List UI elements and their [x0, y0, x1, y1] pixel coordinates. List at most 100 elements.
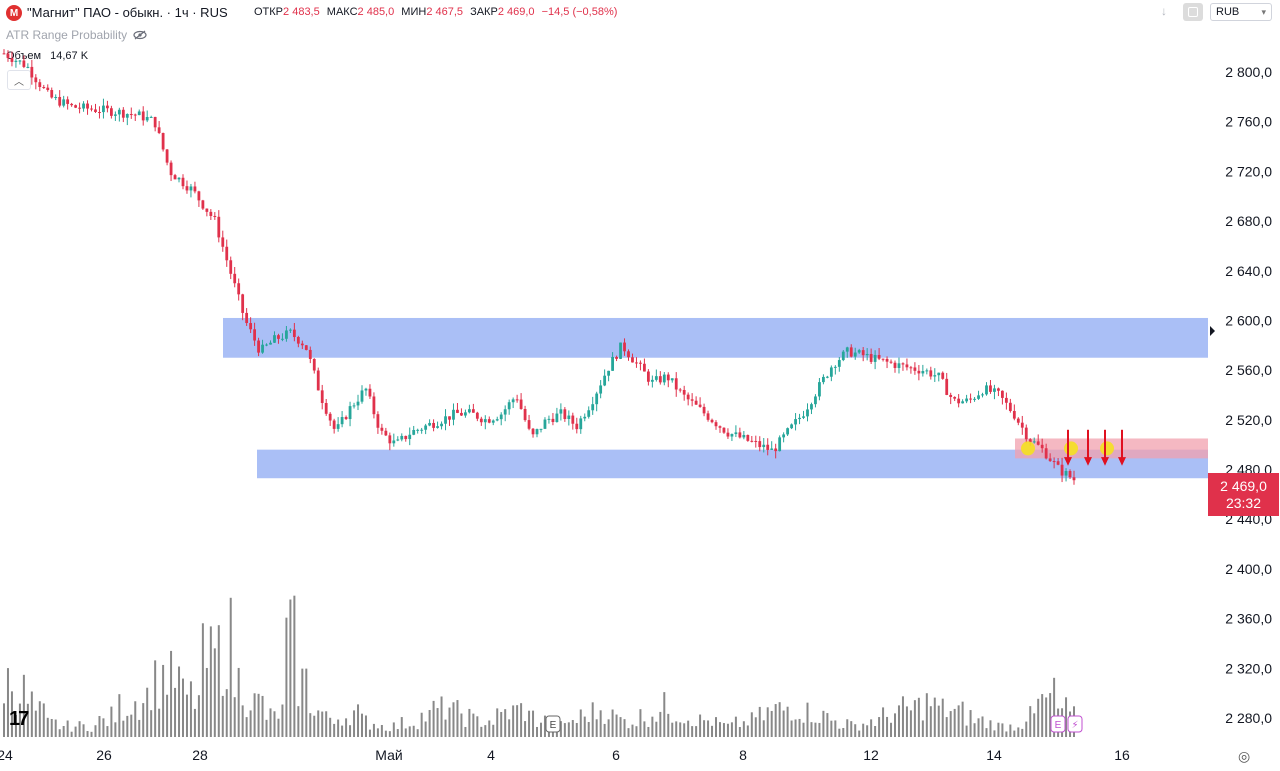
volume-bar	[532, 710, 535, 737]
volume-bar	[273, 711, 276, 737]
volume-bar	[1025, 721, 1028, 737]
open-label: ОТКР	[254, 6, 284, 18]
volume-bar	[834, 720, 837, 737]
candle-body	[818, 382, 821, 397]
chevron-up-icon[interactable]: ︿	[7, 70, 31, 90]
candle-body	[957, 398, 961, 404]
volume-bar	[94, 725, 97, 737]
candle-body	[714, 422, 718, 427]
event-label: E	[1055, 720, 1062, 731]
candle-body	[949, 394, 953, 397]
volume-bar	[858, 730, 861, 737]
arrow-down-icon	[1101, 457, 1109, 466]
volume-bar	[894, 713, 897, 737]
candle-body	[54, 96, 58, 98]
candle-body	[440, 423, 443, 427]
volume-bar	[110, 706, 113, 737]
currency-select[interactable]: RUB ▾	[1210, 3, 1272, 21]
volume-bar	[754, 717, 757, 737]
y-tick-label: 2 800,0	[1225, 64, 1272, 80]
candle-body	[658, 376, 662, 383]
arrow-down-icon[interactable]: ↓	[1161, 4, 1167, 18]
logo-icon: M	[6, 5, 22, 21]
candle-body	[285, 330, 288, 339]
symbol-title[interactable]: "Магнит" ПАО - обыкн. · 1ч · RUS	[27, 5, 228, 20]
volume-bar	[213, 648, 216, 737]
arrow-down-icon	[1064, 457, 1072, 466]
candle-body	[475, 412, 479, 419]
candle-body	[348, 406, 352, 420]
volume-layer	[3, 595, 1075, 737]
volume-bar	[738, 727, 741, 737]
candle-body	[153, 116, 157, 128]
candle-body	[265, 344, 268, 346]
volume-bar	[718, 722, 721, 737]
tradingview-logo-icon[interactable]: 17	[9, 708, 29, 730]
volume-bar	[357, 704, 360, 737]
volume-bar	[1005, 731, 1008, 737]
bar-countdown: 23:32	[1225, 494, 1262, 511]
candle-body	[1001, 390, 1004, 398]
arrow-down-icon	[1084, 457, 1092, 466]
volume-bar	[448, 707, 451, 737]
lightning-icon	[1067, 715, 1083, 733]
candle-body	[825, 376, 829, 378]
volume-bar	[639, 709, 642, 737]
volume-bar	[953, 708, 956, 737]
candle-body	[1068, 471, 1072, 478]
candle-body	[977, 395, 980, 399]
candle-body	[1028, 439, 1032, 443]
candle-body	[491, 420, 495, 423]
y-tick-label: 2 360,0	[1225, 611, 1272, 627]
candle-body	[456, 409, 459, 413]
candle-body	[416, 429, 420, 431]
candle-body	[360, 390, 364, 402]
eye-off-icon[interactable]	[133, 30, 147, 40]
candle-body	[281, 338, 284, 340]
candle-body	[328, 413, 332, 421]
indicator-legend[interactable]: ATR Range Probability	[6, 28, 147, 42]
volume-bar	[492, 724, 495, 737]
volume-bar	[663, 692, 666, 737]
candle-body	[754, 440, 758, 442]
volume-bar	[563, 723, 566, 737]
volume-bar	[623, 719, 626, 737]
settings-icon[interactable]: ◎	[1238, 748, 1251, 764]
candle-body	[133, 114, 137, 116]
candle-body	[125, 114, 129, 118]
candle-body	[90, 108, 93, 110]
candle-body	[575, 423, 579, 430]
candle-body	[336, 424, 340, 429]
volume-bar	[667, 713, 670, 737]
candle-body	[941, 372, 945, 379]
volume-bar	[1053, 677, 1056, 737]
y-tick-label: 2 600,0	[1225, 312, 1272, 328]
candle-body	[109, 108, 113, 116]
zone-blue	[223, 317, 1208, 358]
volume-bar	[826, 713, 829, 737]
candle-body	[845, 347, 849, 352]
volume-bar	[675, 721, 678, 737]
volume-bar	[1065, 697, 1068, 737]
candle-body	[225, 246, 229, 261]
candle-body	[921, 371, 925, 374]
candle-body	[674, 378, 678, 390]
candle-body	[889, 361, 893, 363]
volume-bar	[810, 722, 813, 737]
volume-bar	[345, 718, 348, 737]
candle-body	[798, 417, 801, 420]
candle-body	[269, 342, 272, 345]
fullscreen-button[interactable]	[1183, 3, 1203, 21]
volume-bar	[647, 726, 650, 737]
candle-body	[599, 385, 603, 394]
candle-body	[555, 413, 559, 423]
candle-body	[519, 399, 523, 409]
volume-bar	[364, 715, 367, 737]
y-tick-label: 2 720,0	[1225, 163, 1272, 179]
volume-bar	[969, 710, 972, 737]
candle-body	[933, 375, 937, 377]
volume-bar	[66, 720, 69, 737]
volume-bar	[997, 722, 1000, 737]
volume-bar	[118, 694, 121, 737]
